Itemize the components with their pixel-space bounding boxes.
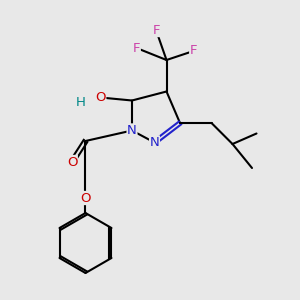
Text: O: O	[95, 91, 106, 104]
Text: F: F	[133, 41, 140, 55]
Text: O: O	[67, 155, 77, 169]
Text: H: H	[76, 95, 85, 109]
Text: O: O	[80, 191, 91, 205]
Text: N: N	[127, 124, 137, 137]
Text: F: F	[152, 23, 160, 37]
Text: N: N	[150, 136, 159, 149]
Text: F: F	[190, 44, 197, 58]
